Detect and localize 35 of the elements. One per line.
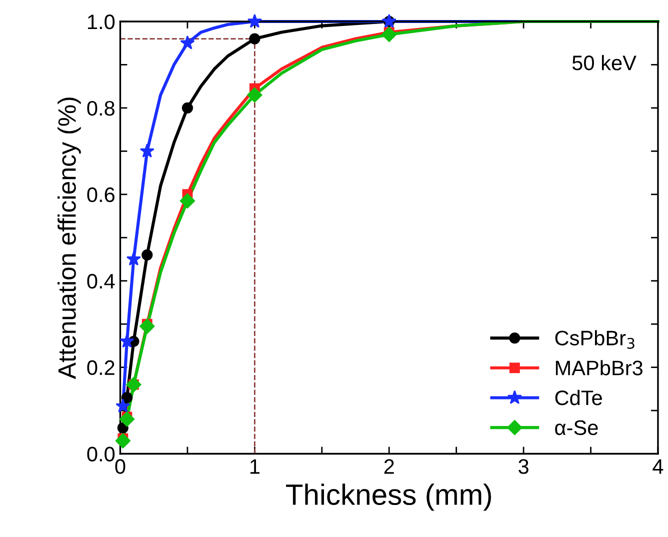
point <box>182 102 194 114</box>
point <box>119 412 135 427</box>
legend-label: MAPbBr3 <box>556 360 642 376</box>
point <box>126 252 141 266</box>
x-tick-label: 0 <box>115 459 126 474</box>
x-axis-title: Thickness (mm) <box>286 484 492 511</box>
point <box>140 318 155 334</box>
point <box>247 14 262 28</box>
point <box>115 433 130 448</box>
legend-label: CdTe <box>555 390 602 406</box>
point <box>382 26 397 42</box>
point <box>180 193 196 208</box>
y-tick-label: 1.0 <box>88 14 115 30</box>
legend-label: α-Se <box>555 420 598 436</box>
legend-label: CsPbBr$_{3}$ <box>555 330 634 349</box>
annotation: 50 keV <box>572 55 636 70</box>
y-axis-title: Attenuation efficiency (%) <box>58 98 81 380</box>
point <box>121 392 133 404</box>
point <box>180 35 195 50</box>
point <box>247 87 262 103</box>
y-tick-label: 0.4 <box>87 274 115 289</box>
y-tick-label: 0.0 <box>87 446 115 462</box>
point <box>126 377 142 392</box>
point <box>120 334 134 348</box>
x-tick-label: 1 <box>250 459 260 474</box>
y-tick-label: 0.8 <box>87 100 114 116</box>
point <box>142 249 153 260</box>
y-tick-label: 0.6 <box>87 187 114 202</box>
x-tick-label: 2 <box>384 459 394 474</box>
point <box>140 144 154 158</box>
x-tick-label: 4 <box>652 459 664 474</box>
point <box>116 398 130 413</box>
point <box>249 33 260 44</box>
x-tick-label: 3 <box>518 459 528 474</box>
y-tick-label: 0.2 <box>87 360 114 376</box>
